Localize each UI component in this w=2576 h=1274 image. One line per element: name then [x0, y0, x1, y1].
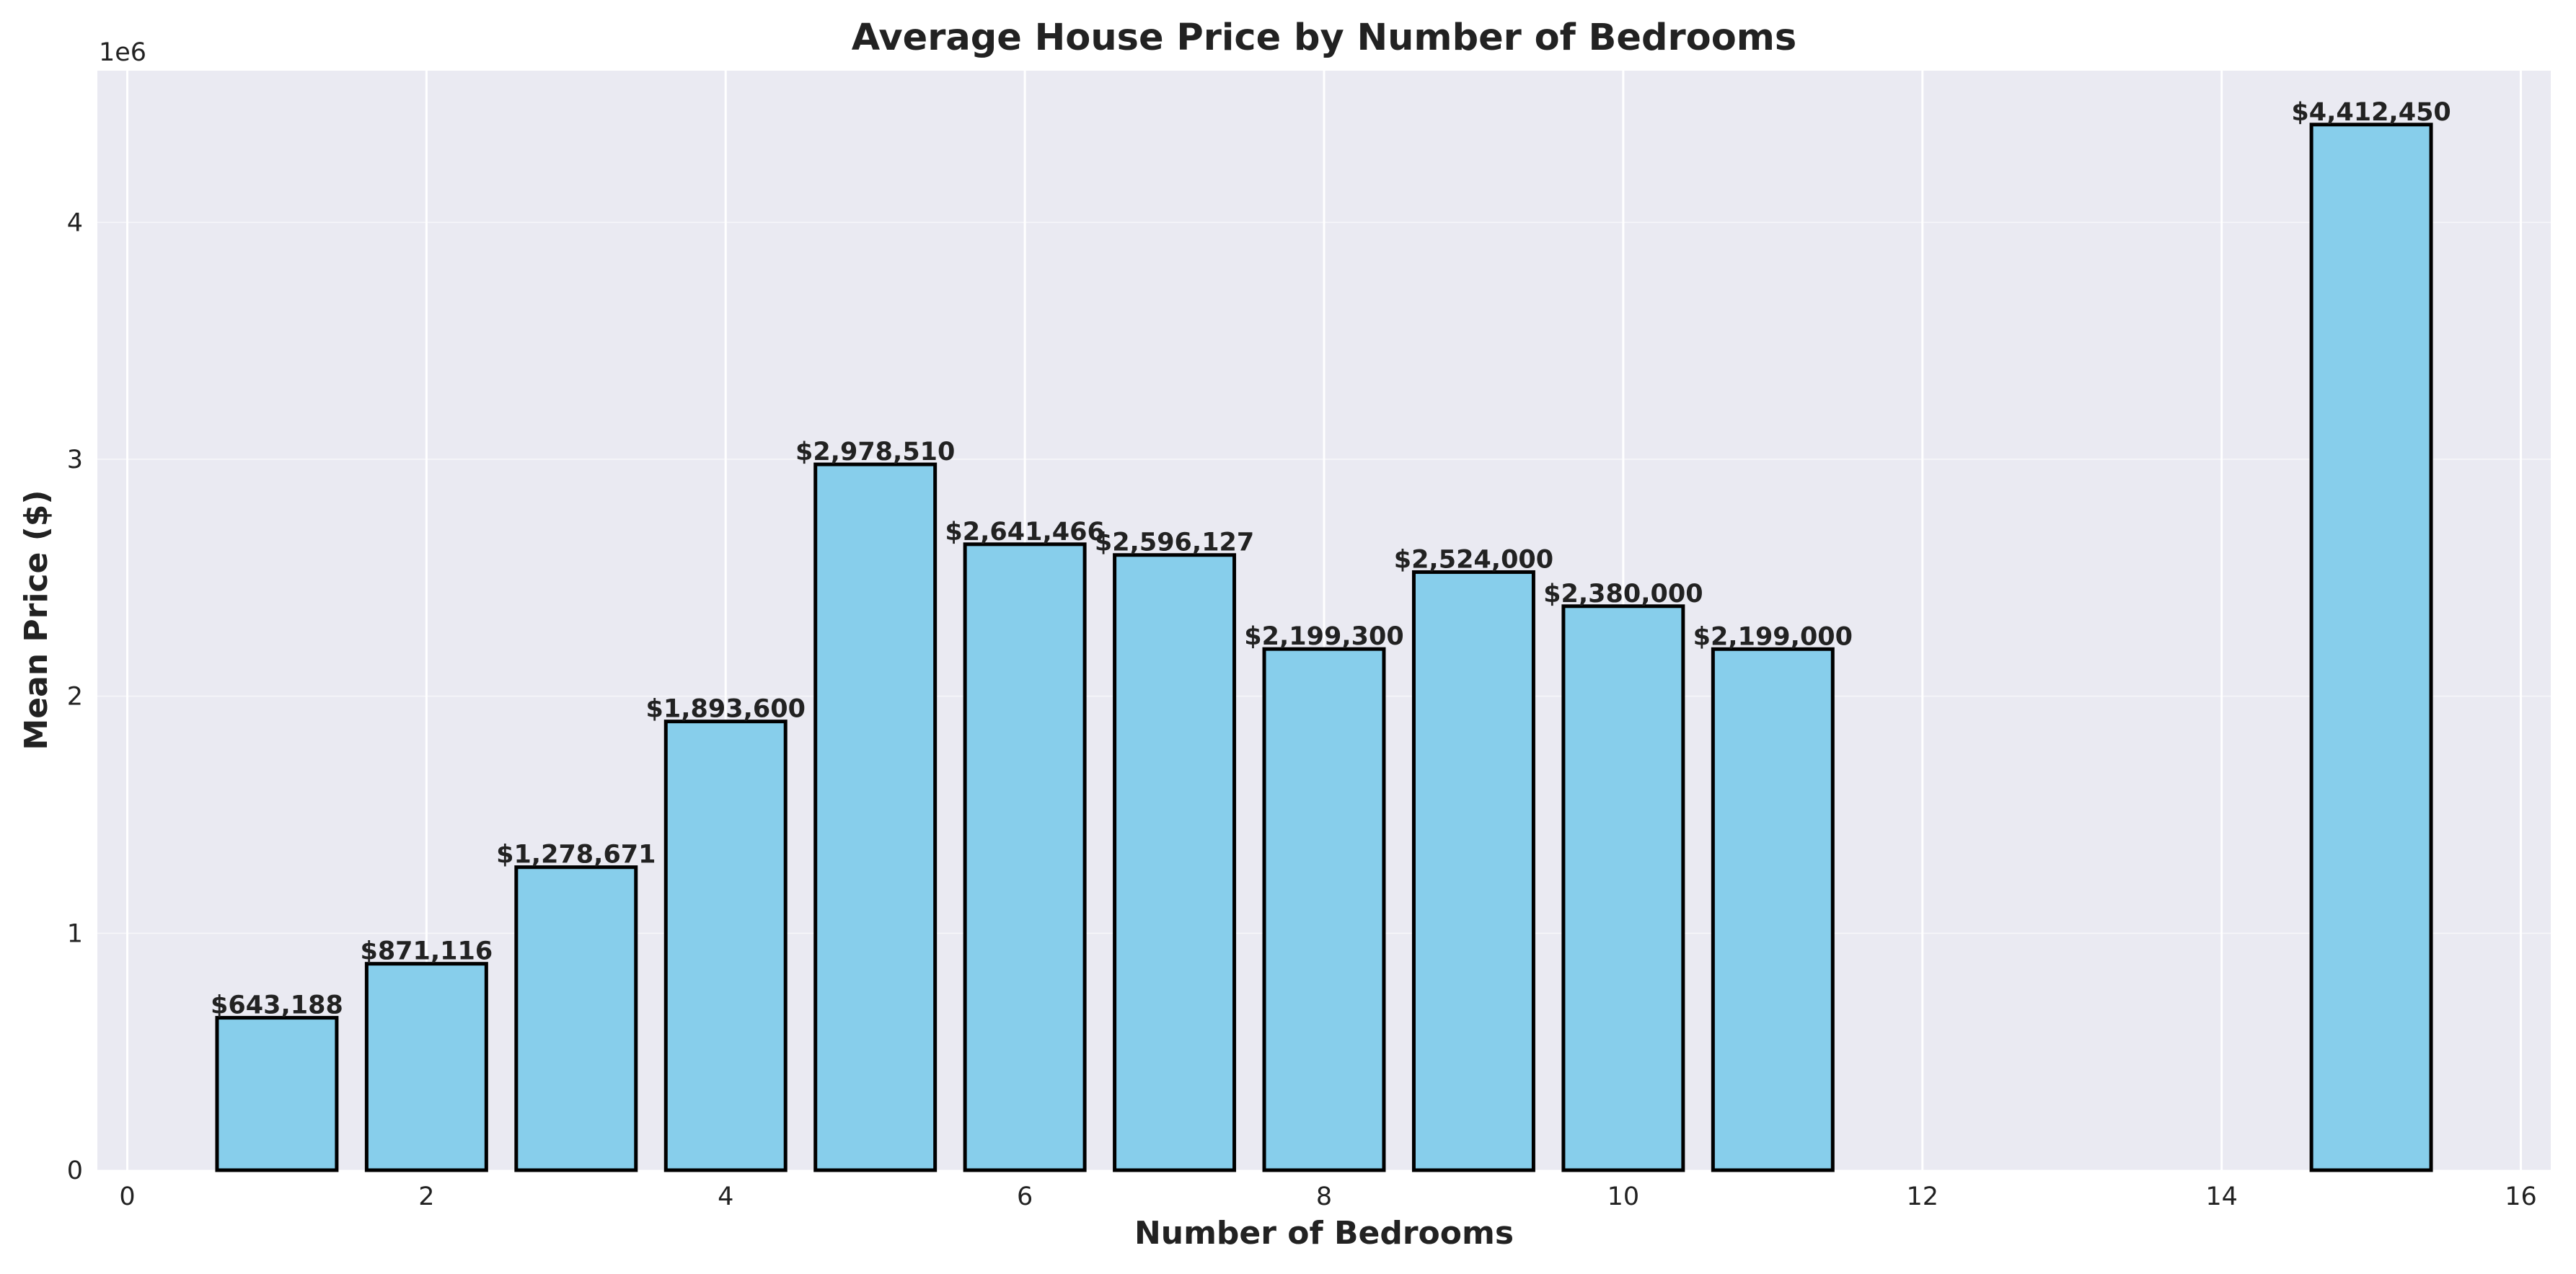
- y-axis-label: Mean Price ($): [18, 490, 55, 750]
- bar: [1561, 604, 1685, 1172]
- bar-value-label: $4,412,450: [2291, 98, 2451, 127]
- bar-value-label: $2,641,466: [945, 518, 1104, 547]
- bar: [514, 865, 638, 1172]
- x-tick-label: 10: [1607, 1182, 1640, 1211]
- bar: [813, 462, 938, 1172]
- bar: [215, 1016, 339, 1172]
- bar-value-label: $2,380,000: [1543, 580, 1703, 609]
- x-axis-label: Number of Bedrooms: [1134, 1215, 1514, 1252]
- y-tick-labels: 0 1 2 3 4: [67, 208, 83, 1185]
- x-tick-label: 6: [1017, 1182, 1033, 1211]
- y-tick-label: 4: [67, 208, 83, 237]
- bar: [663, 720, 788, 1172]
- x-tick-label: 8: [1316, 1182, 1332, 1211]
- bar-value-label: $643,188: [211, 991, 343, 1020]
- bar: [963, 542, 1087, 1172]
- x-tick-label: 4: [718, 1182, 733, 1211]
- bar-value-labels: $643,188 $871,116 $1,278,671 $1,893,600 $2,9…: [211, 98, 2451, 1020]
- bar: [1262, 647, 1386, 1172]
- x-tick-label: 12: [1906, 1182, 1938, 1211]
- chart-title: Average House Price by Number of Bedroom…: [852, 17, 1797, 59]
- bar: [1711, 647, 1835, 1172]
- bar-value-label: $1,278,671: [496, 841, 656, 870]
- bar-value-label: $2,524,000: [1394, 545, 1553, 574]
- x-tick-label: 14: [2205, 1182, 2238, 1211]
- bar-value-label: $2,199,300: [1244, 622, 1403, 651]
- bar: [1411, 570, 1535, 1172]
- x-tick-label: 16: [2505, 1182, 2537, 1211]
- bar-value-label: $1,893,600: [646, 695, 806, 724]
- x-tick-label: 0: [119, 1182, 135, 1211]
- bar: [364, 962, 488, 1172]
- bar: [1113, 553, 1237, 1172]
- x-tick-labels: 0 2 4 6 8 10 12 14 16: [119, 1182, 2536, 1211]
- y-tick-label: 2: [67, 683, 83, 712]
- y-axis-offset-label: 1e6: [99, 38, 146, 67]
- bar: [2309, 123, 2433, 1172]
- y-tick-label: 1: [67, 919, 83, 948]
- y-tick-label: 3: [67, 446, 83, 474]
- x-tick-label: 2: [418, 1182, 434, 1211]
- bar-value-label: $871,116: [360, 937, 493, 966]
- bar-value-label: $2,978,510: [795, 438, 955, 466]
- bar-value-label: $2,596,127: [1095, 528, 1254, 557]
- bars: [215, 123, 2433, 1172]
- y-tick-label: 0: [67, 1156, 83, 1185]
- bar-value-label: $2,199,000: [1693, 622, 1853, 651]
